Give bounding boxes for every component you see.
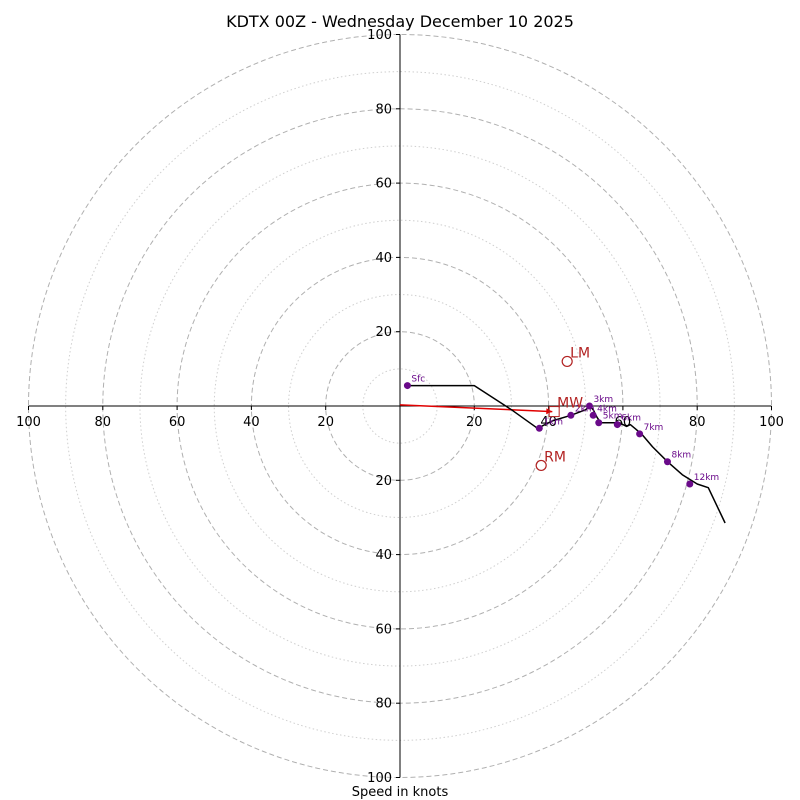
height-label-5km: 5km xyxy=(603,412,623,422)
mean-wind-marker xyxy=(548,406,560,418)
tick-label-top-60: 60 xyxy=(375,177,392,192)
height-point-1km xyxy=(535,424,543,432)
height-point-5km xyxy=(595,419,603,427)
tick-label-right-20: 20 xyxy=(466,415,483,430)
height-label-6km: 6km xyxy=(621,414,641,424)
tick-label-bottom-100: 100 xyxy=(367,771,392,786)
tick-label-bottom-20: 20 xyxy=(375,474,392,489)
tick-label-top-40: 40 xyxy=(375,251,392,266)
tick-labels: 100 80 60 40 20 20 40 60 80 100204060801002040608… xyxy=(16,28,784,786)
height-label-sfc: Sfc xyxy=(411,375,425,385)
height-point-4km xyxy=(589,411,597,419)
tick-label-right-80: 80 xyxy=(689,415,706,430)
height-point-7km xyxy=(636,430,644,438)
shear-vector-line xyxy=(399,404,553,413)
tick-label-left-20: 20 xyxy=(317,415,334,430)
height-label-3km: 3km xyxy=(593,395,613,405)
chart-title: KDTX 00Z - Wednesday December 10 2025 xyxy=(226,12,574,31)
height-label-8km: 8km xyxy=(671,451,691,461)
tick-label-bottom-80: 80 xyxy=(375,697,392,712)
x-axis-label: Speed in knots xyxy=(352,785,449,800)
height-point-12km xyxy=(686,480,694,488)
tick-label-left-60: 60 xyxy=(169,415,186,430)
height-point-2km xyxy=(567,411,575,419)
tick-label-right-100: 100 xyxy=(759,415,784,430)
rm-marker xyxy=(535,459,547,472)
height-point-6km xyxy=(613,421,621,429)
mw-label: MW xyxy=(557,396,583,412)
tick-label-top-80: 80 xyxy=(375,102,392,117)
height-point-3km xyxy=(585,402,593,410)
tick-label-left-80: 80 xyxy=(95,415,112,430)
storm-motion-markers: LM RM MW xyxy=(535,345,590,472)
lm-label: LM xyxy=(570,345,590,361)
height-label-1km: 1km xyxy=(543,417,563,427)
tick-label-bottom-40: 40 xyxy=(375,548,392,563)
height-label-7km: 7km xyxy=(644,423,664,433)
rm-label: RM xyxy=(544,449,566,465)
tick-label-top-100: 100 xyxy=(367,28,392,43)
lm-marker xyxy=(561,355,573,368)
height-point-8km xyxy=(663,458,671,466)
height-label-2km: 2km xyxy=(575,404,595,414)
tick-label-left-100: 100 xyxy=(16,415,41,430)
tick-label-bottom-60: 60 xyxy=(375,622,392,637)
height-label-12km: 12km xyxy=(694,473,719,483)
height-point-sfc xyxy=(403,382,411,390)
axes xyxy=(28,34,772,778)
tick-label-left-40: 40 xyxy=(243,415,260,430)
height-label-4km: 4km xyxy=(597,404,617,414)
tick-label-top-20: 20 xyxy=(375,325,392,340)
